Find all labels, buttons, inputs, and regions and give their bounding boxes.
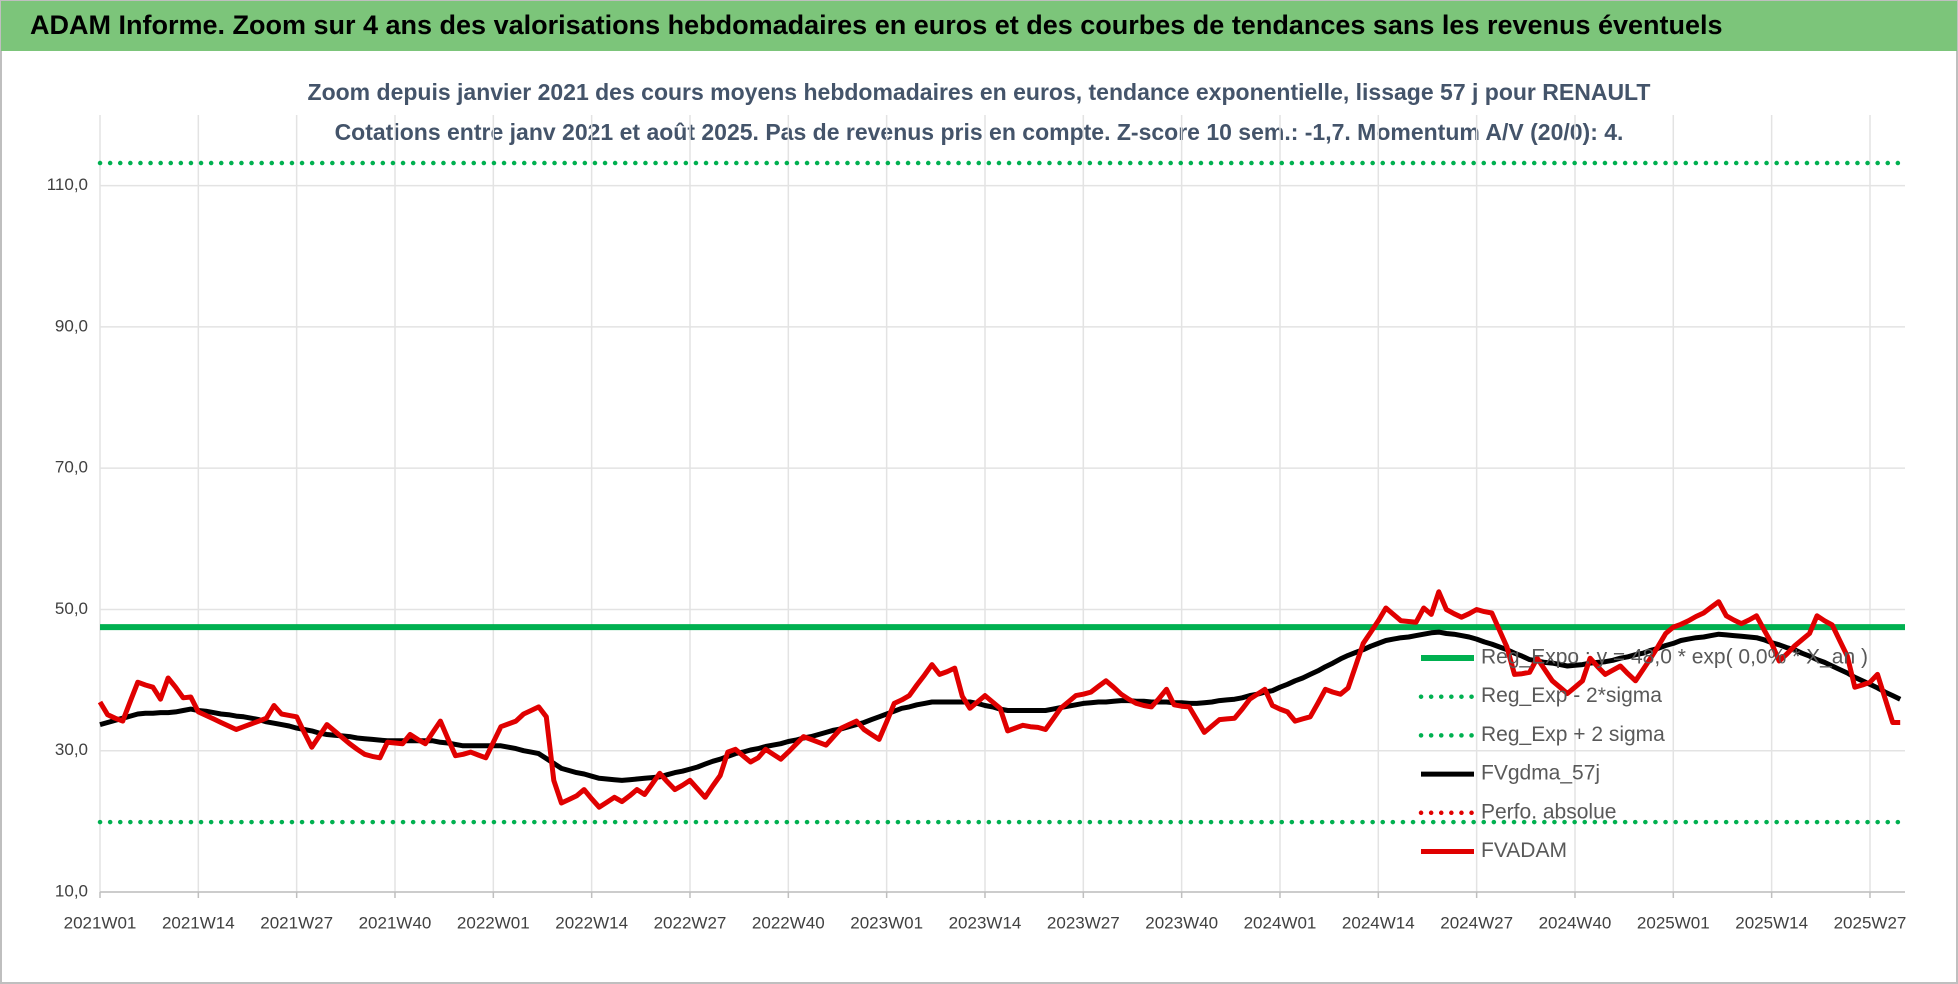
- x-tick-label: 2023W40: [1145, 913, 1218, 932]
- x-tick-label: 2022W27: [654, 913, 727, 932]
- x-tick-label: 2024W40: [1539, 913, 1612, 932]
- x-tick-label: 2024W27: [1440, 913, 1513, 932]
- y-tick-label: 90,0: [55, 316, 88, 335]
- legend-label: Perfo. absolue: [1481, 800, 1616, 823]
- y-tick-label: 50,0: [55, 599, 88, 618]
- legend-label: Reg_Exp - 2*sigma: [1481, 684, 1662, 707]
- x-tick-label: 2024W14: [1342, 913, 1415, 932]
- x-tick-label: 2021W27: [260, 913, 333, 932]
- header-title: ADAM Informe. Zoom sur 4 ans des valoris…: [30, 10, 1723, 40]
- legend-label: Reg_Exp + 2 sigma: [1481, 723, 1665, 746]
- x-tick-label: 2023W14: [949, 913, 1022, 932]
- x-tick-label: 2023W01: [850, 913, 923, 932]
- x-tick-label: 2022W14: [555, 913, 628, 932]
- legend-label: Reg_Expo : y = 48,0 * exp( 0,0% * X_an ): [1481, 646, 1868, 669]
- x-tick-label: 2023W27: [1047, 913, 1120, 932]
- x-tick-label: 2021W01: [64, 913, 137, 932]
- legend-label: FVADAM: [1481, 839, 1567, 862]
- header-bar: [1, 1, 1957, 51]
- x-tick-label: 2022W01: [457, 913, 530, 932]
- x-tick-label: 2025W14: [1735, 913, 1808, 932]
- x-tick-label: 2024W01: [1244, 913, 1317, 932]
- x-tick-label: 2021W14: [162, 913, 235, 932]
- x-tick-label: 2025W01: [1637, 913, 1710, 932]
- y-tick-label: 30,0: [55, 740, 88, 759]
- y-tick-label: 70,0: [55, 458, 88, 477]
- legend-label: FVgdma_57j: [1481, 762, 1600, 785]
- x-tick-label: 2021W40: [359, 913, 432, 932]
- x-tick-label: 2022W40: [752, 913, 825, 932]
- chart-title: Zoom depuis janvier 2021 des cours moyen…: [308, 79, 1651, 105]
- series-line: [97, 589, 1901, 810]
- y-tick-label: 110,0: [47, 175, 88, 194]
- chart-subtitle: Cotations entre janv 2021 et août 2025. …: [335, 119, 1624, 145]
- y-tick-label: 10,0: [55, 881, 88, 900]
- x-tick-label: 2025W27: [1834, 913, 1907, 932]
